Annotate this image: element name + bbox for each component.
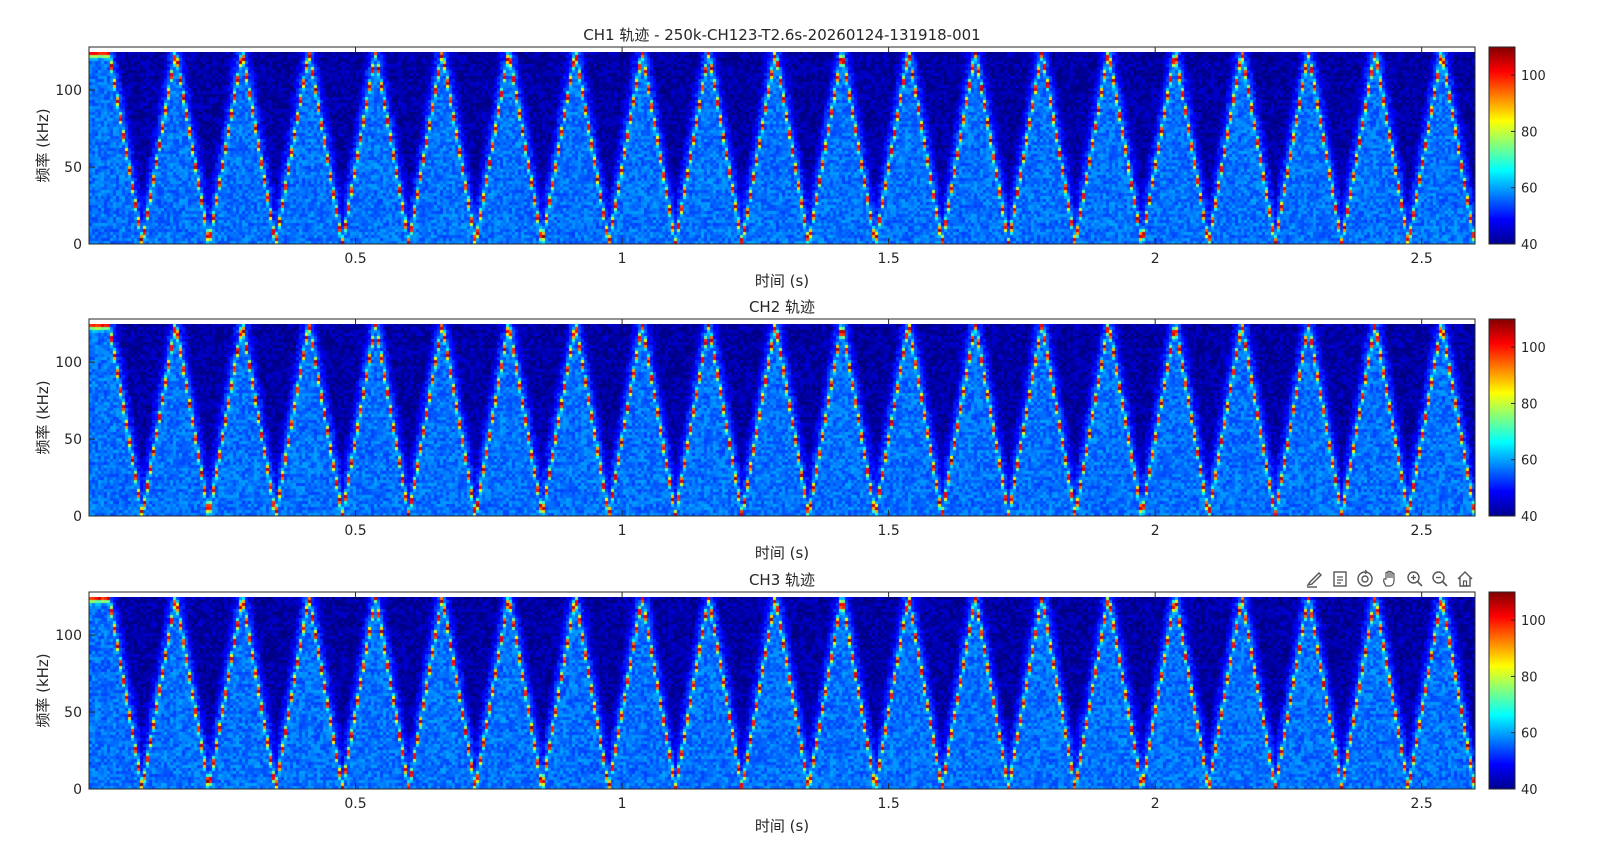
zoom-in-icon: [1407, 571, 1423, 587]
axes-toolbar: [1304, 567, 1476, 591]
y-tick-label: 50: [64, 432, 82, 448]
x-tick-label: 2: [1151, 796, 1160, 812]
colorbar-tick-label: 60: [1521, 454, 1538, 469]
axes-frame: [88, 318, 1476, 517]
datatip-button[interactable]: [1329, 568, 1351, 590]
chart-title: CH1 轨迹 - 250k-CH123-T2.6s-20260124-13191…: [583, 26, 980, 44]
spectrogram-canvas: [89, 596, 1475, 789]
colorbar-tick-label: 100: [1521, 341, 1546, 356]
zoom-out-icon: [1432, 571, 1448, 587]
axes-frame: [88, 591, 1476, 790]
x-tick-label: 2.5: [1411, 523, 1433, 539]
y-tick-label: 50: [64, 160, 82, 176]
x-tick-label: 1: [618, 796, 627, 812]
x-tick-label: 1.5: [877, 523, 899, 539]
x-tick-label: 0.5: [344, 523, 366, 539]
x-tick-label: 1: [618, 523, 627, 539]
brush-icon: [1306, 572, 1322, 588]
x-tick-label: 2: [1151, 251, 1160, 267]
pan-icon: [1383, 570, 1395, 587]
chart-title: CH3 轨迹: [749, 571, 815, 589]
x-tick-label: 2.5: [1411, 251, 1433, 267]
rotate-icon: [1357, 569, 1373, 587]
y-axis-label: 频率 (kHz): [34, 380, 52, 454]
colorbar-tick-label: 40: [1521, 238, 1538, 253]
colorbar-tick-label: 80: [1521, 397, 1538, 412]
y-tick-label: 100: [55, 628, 82, 644]
colorbar: [1488, 318, 1516, 517]
x-tick-label: 2: [1151, 523, 1160, 539]
x-tick-label: 2.5: [1411, 796, 1433, 812]
chart-title: CH2 轨迹: [749, 298, 815, 316]
colorbar-tick-label: 60: [1521, 182, 1538, 197]
y-tick-label: 100: [55, 355, 82, 371]
colorbar: [1488, 591, 1516, 790]
colorbar-tick-label: 100: [1521, 614, 1546, 629]
chart-panel-1: 0.5 1 1.5 2 2.5 0 50 100 CH1 轨迹 - 250k-CH123-T2.…: [34, 26, 1546, 290]
x-axis-label: 时间 (s): [755, 817, 809, 835]
colorbar-tick-label: 100: [1521, 69, 1546, 84]
spectrogram-image: [89, 51, 1475, 244]
spectrogram-canvas: [89, 323, 1475, 516]
colorbar: [1488, 46, 1516, 245]
spectrogram-image: [89, 596, 1475, 789]
home-icon: [1457, 571, 1473, 587]
colorbar-tick-label: 40: [1521, 783, 1538, 798]
pan-button[interactable]: [1379, 568, 1401, 590]
y-tick-label: 0: [73, 237, 82, 253]
zoom-in-button[interactable]: [1404, 568, 1426, 590]
home-button[interactable]: [1454, 568, 1476, 590]
y-tick-label: 0: [73, 509, 82, 525]
x-axis-label: 时间 (s): [755, 544, 809, 562]
brush-button[interactable]: [1304, 568, 1326, 590]
datatip-icon: [1333, 571, 1347, 587]
y-tick-label: 100: [55, 83, 82, 99]
colorbar-tick-label: 60: [1521, 727, 1538, 742]
x-axis-label: 时间 (s): [755, 272, 809, 290]
colorbar-tick-label: 40: [1521, 510, 1538, 525]
y-axis-label: 频率 (kHz): [34, 653, 52, 727]
zoom-out-button[interactable]: [1429, 568, 1451, 590]
colorbar-tick-label: 80: [1521, 670, 1538, 685]
x-tick-label: 0.5: [344, 796, 366, 812]
rotate-button[interactable]: [1354, 568, 1376, 590]
x-tick-label: 1.5: [877, 251, 899, 267]
x-tick-label: 1.5: [877, 796, 899, 812]
spectrogram-canvas: [89, 51, 1475, 244]
spectrogram-image: [89, 323, 1475, 516]
axes-frame: [88, 46, 1476, 245]
x-tick-label: 0.5: [344, 251, 366, 267]
y-tick-label: 50: [64, 705, 82, 721]
x-tick-label: 1: [618, 251, 627, 267]
y-axis-label: 频率 (kHz): [34, 108, 52, 182]
y-tick-label: 0: [73, 782, 82, 798]
colorbar-tick-label: 80: [1521, 125, 1538, 140]
